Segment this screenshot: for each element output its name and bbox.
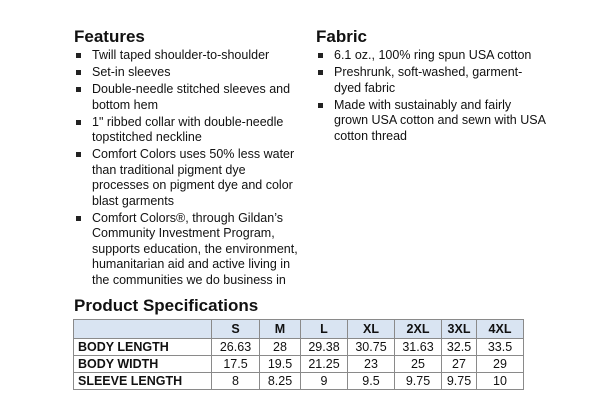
list-item: 1" ribbed collar with double-needle tops… <box>74 115 300 146</box>
table-cell: 32.5 <box>441 337 477 356</box>
list-item: Comfort Colors®, through Gildan’s Commun… <box>74 211 300 289</box>
table-cell: 9.5 <box>347 371 395 390</box>
row-label: SLEEVE LENGTH <box>73 371 212 390</box>
header-size: S <box>211 318 260 339</box>
table-cell: 29.38 <box>300 337 348 356</box>
list-item: Made with sustainably and fairly grown U… <box>316 98 548 145</box>
table-row: SLEEVE LENGTH 8 8.25 9 9.5 9.75 9.75 10 <box>73 371 524 390</box>
table-cell: 31.63 <box>394 337 442 356</box>
header-size: 2XL <box>394 318 442 339</box>
features-column: Features Twill taped shoulder-to-shoulde… <box>74 27 300 290</box>
table-cell: 25 <box>394 354 442 373</box>
header-size: L <box>300 318 348 339</box>
fabric-column: Fabric 6.1 oz., 100% ring spun USA cotto… <box>316 27 548 290</box>
fabric-list: 6.1 oz., 100% ring spun USA cotton Presh… <box>316 48 548 144</box>
table-cell: 8 <box>211 371 260 390</box>
list-item: Comfort Colors uses 50% less water than … <box>74 147 300 209</box>
list-item: Double-needle stitched sleeves and botto… <box>74 82 300 113</box>
table-cell: 28 <box>259 337 301 356</box>
list-item: Twill taped shoulder-to-shoulder <box>74 48 300 64</box>
table-cell: 23 <box>347 354 395 373</box>
specs-heading: Product Specifications <box>74 295 259 315</box>
table-cell: 33.5 <box>476 337 524 356</box>
specs-section: Product Specifications S M L XL 2XL 3XL … <box>0 290 600 390</box>
features-list: Twill taped shoulder-to-shoulder Set-in … <box>74 48 300 288</box>
table-cell: 9.75 <box>394 371 442 390</box>
header-size: 4XL <box>476 318 524 339</box>
table-cell: 9 <box>300 371 348 390</box>
table-cell: 27 <box>441 354 477 373</box>
table-cell: 21.25 <box>300 354 348 373</box>
header-size: XL <box>347 318 395 339</box>
table-cell: 29 <box>476 354 524 373</box>
table-cell: 30.75 <box>347 337 395 356</box>
specs-table: S M L XL 2XL 3XL 4XL BODY LENGTH 26.63 28 2… <box>73 318 524 390</box>
table-row: BODY WIDTH 17.5 19.5 21.25 23 25 27 29 <box>73 354 524 373</box>
details-section: Features Twill taped shoulder-to-shoulde… <box>74 27 548 290</box>
fabric-heading: Fabric <box>316 27 368 46</box>
table-cell: 19.5 <box>259 354 301 373</box>
table-cell: 9.75 <box>441 371 477 390</box>
header-size: M <box>259 318 301 339</box>
table-cell: 8.25 <box>259 371 301 390</box>
table-cell: 26.63 <box>211 337 260 356</box>
header-size: 3XL <box>441 318 477 339</box>
header-blank <box>73 318 212 339</box>
list-item: Set-in sleeves <box>74 65 300 81</box>
row-label: BODY WIDTH <box>73 354 212 373</box>
list-item: 6.1 oz., 100% ring spun USA cotton <box>316 48 548 64</box>
row-label: BODY LENGTH <box>73 337 212 356</box>
table-cell: 17.5 <box>211 354 260 373</box>
table-header-row: S M L XL 2XL 3XL 4XL <box>73 318 524 339</box>
features-heading: Features <box>74 27 145 46</box>
table-row: BODY LENGTH 26.63 28 29.38 30.75 31.63 32.5 33.… <box>73 337 524 356</box>
table-cell: 10 <box>476 371 524 390</box>
list-item: Preshrunk, soft-washed, garment-dyed fab… <box>316 65 548 96</box>
